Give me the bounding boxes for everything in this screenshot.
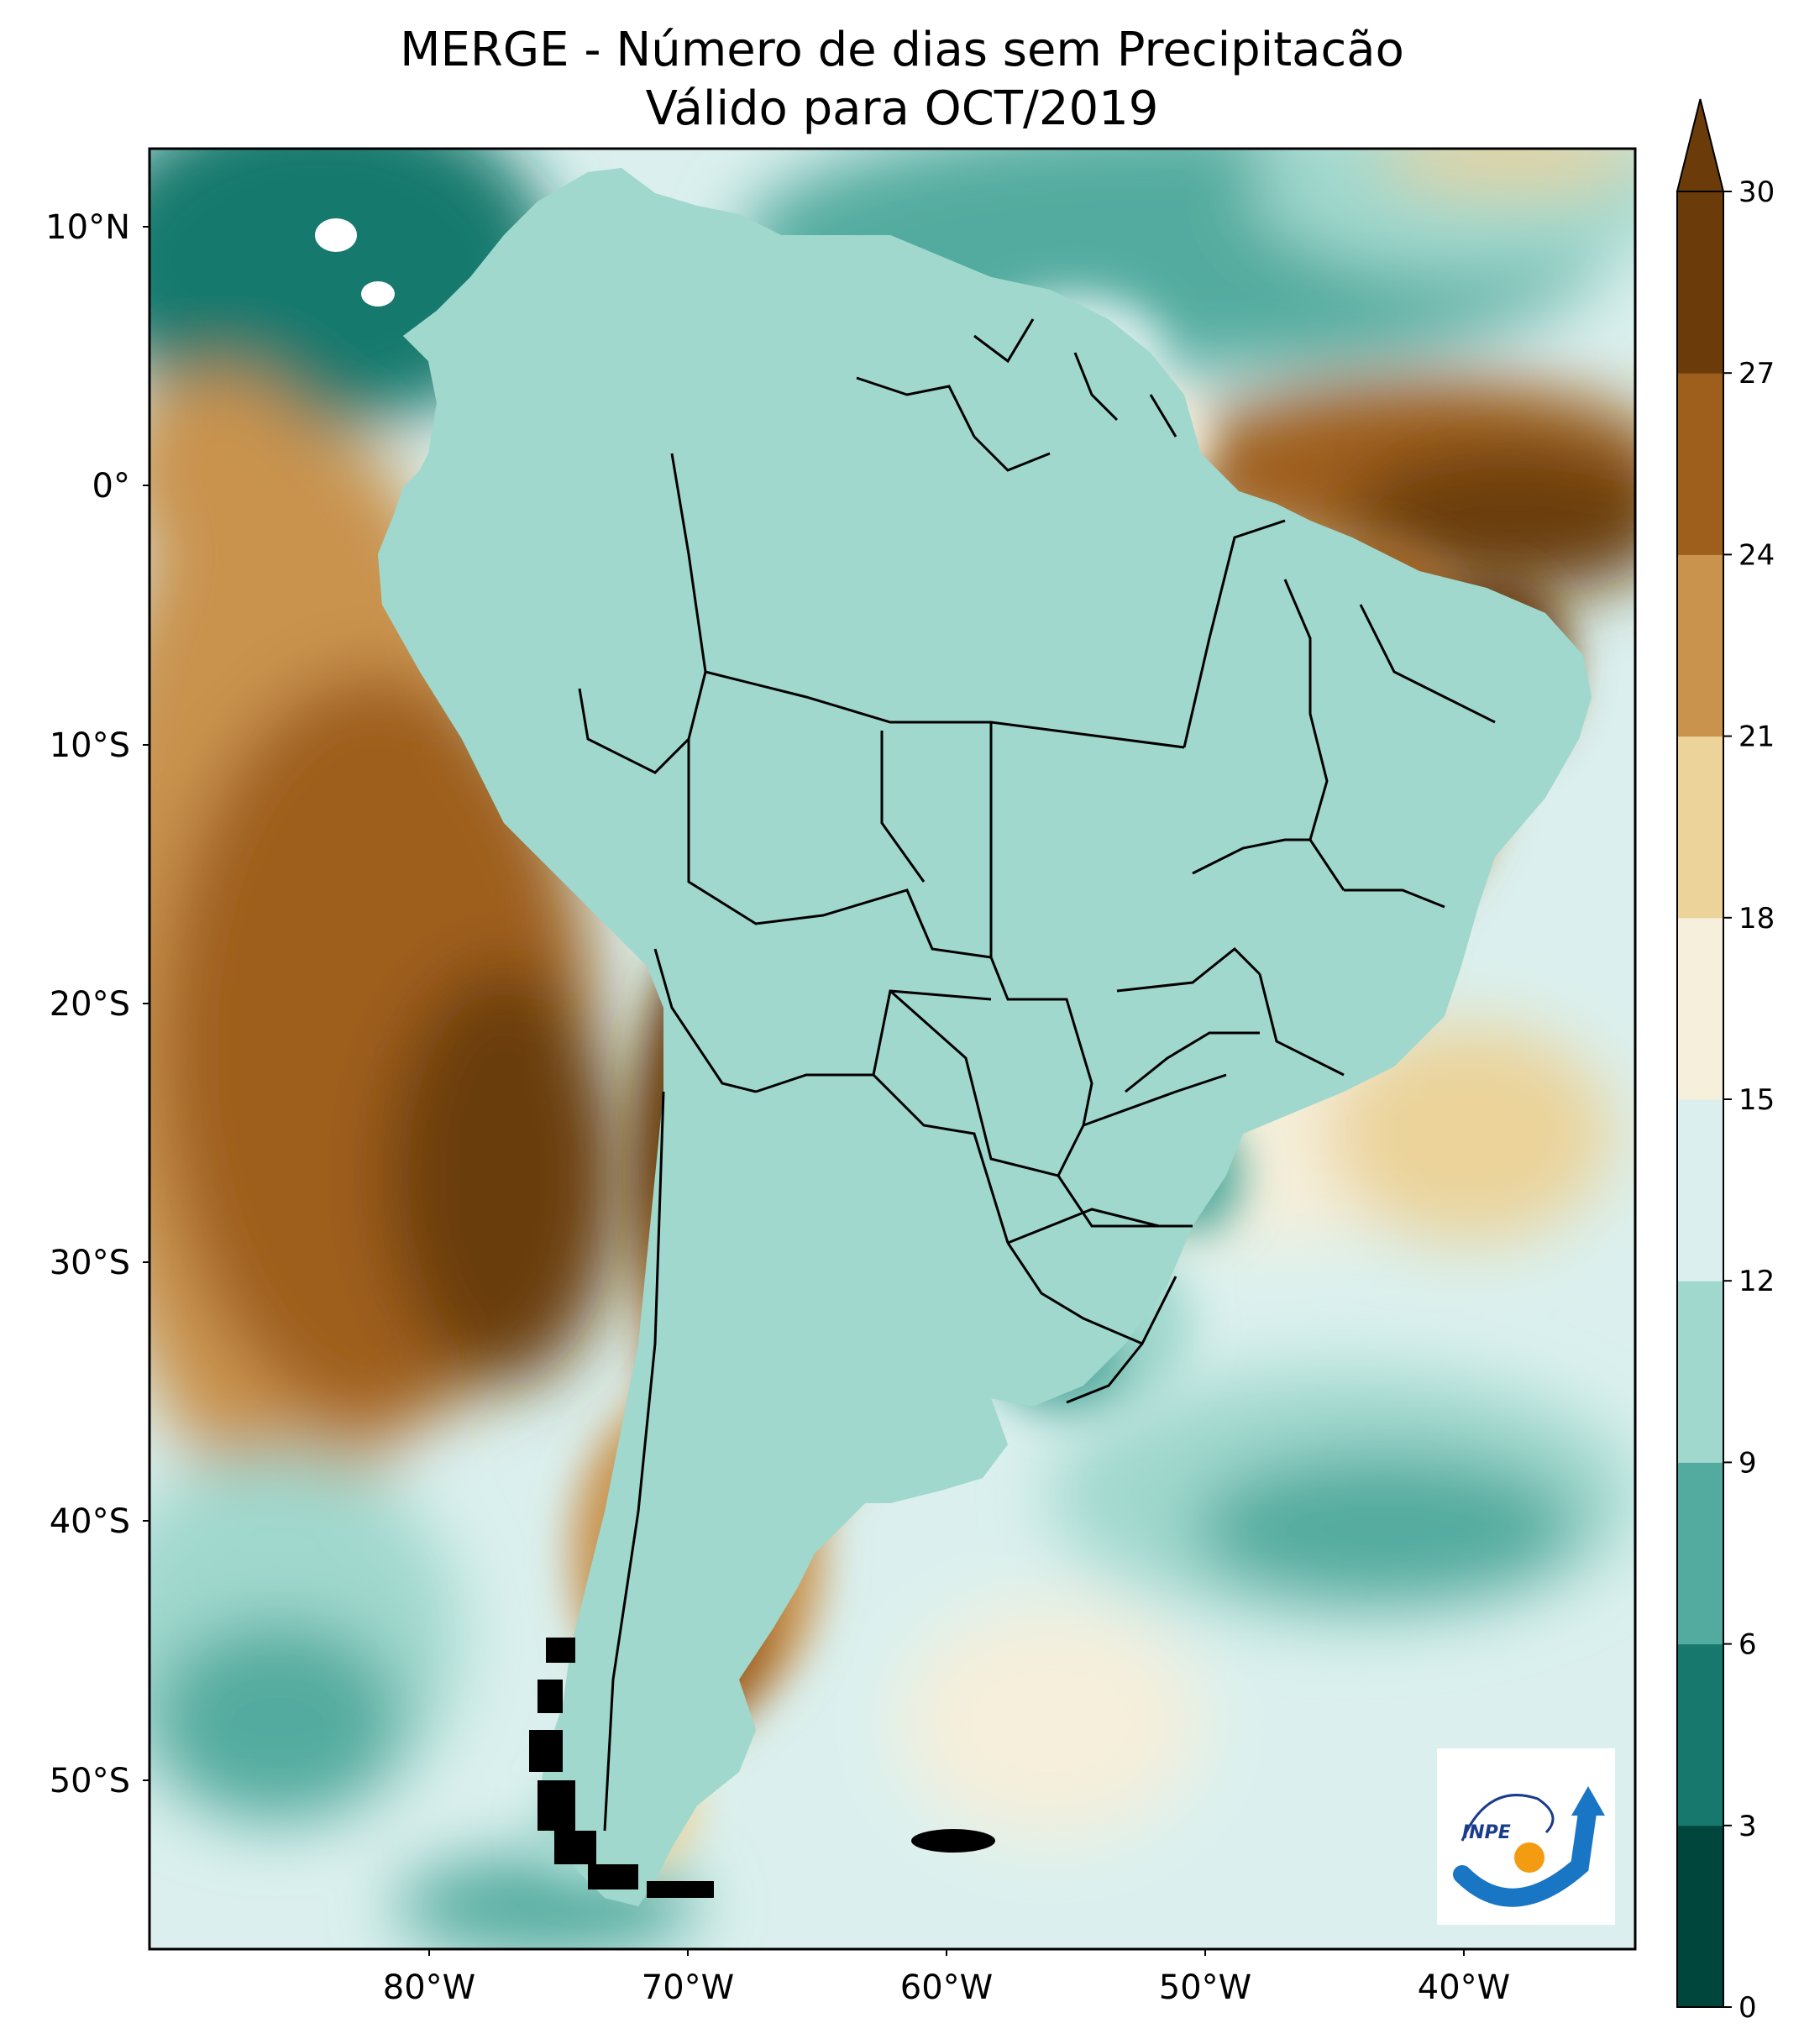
- lat-tick-label: 10°N: [45, 208, 130, 247]
- lon-tick-label: 70°W: [642, 1968, 734, 2007]
- colorbar-segment: [1677, 1099, 1723, 1281]
- inpe-logo: INPE: [1437, 1748, 1615, 1925]
- colorbar-tick-label: 15: [1738, 1083, 1775, 1117]
- colorbar-tick-label: 27: [1738, 357, 1775, 390]
- lat-axis: 10°N 0° 10°S 20°S 30°S 40°S 50°S: [45, 208, 149, 1800]
- lat-tick-label: 20°S: [50, 985, 130, 1024]
- lat-tick-label: 50°S: [50, 1762, 130, 1800]
- lat-tick-label: 40°S: [50, 1502, 130, 1541]
- pacific-darkest: [386, 966, 621, 1386]
- atlantic-south-teal: [1193, 1453, 1579, 1604]
- colorbar-segment: [1677, 736, 1723, 919]
- colorbar-extend-arrow: [1676, 98, 1725, 192]
- precip-field: [149, 149, 1635, 1949]
- colorbar-tick-label: 9: [1738, 1446, 1757, 1480]
- colorbar-tick-label: 18: [1738, 902, 1775, 936]
- lon-tick-label: 40°W: [1418, 1968, 1510, 2007]
- logo-text: INPE: [1462, 1822, 1511, 1843]
- colorbar-segment: [1677, 917, 1723, 1100]
- colorbar-tick-label: 21: [1738, 721, 1775, 754]
- map-subtitle: Válido para OCT/2019: [645, 81, 1159, 136]
- colorbar-segment: [1677, 1462, 1723, 1645]
- atlantic-ne-tan: [1377, 149, 1635, 189]
- lat-tick-label: 0°: [92, 467, 130, 506]
- lat-tick-label: 30°S: [50, 1244, 130, 1282]
- lon-axis: 80°W 70°W 60°W 50°W 40°W: [383, 1949, 1510, 2007]
- colorbar-segment: [1677, 1643, 1723, 1826]
- colorbar-segment: [1677, 191, 1723, 374]
- falklands: [911, 1829, 995, 1853]
- atlantic-tan: [1327, 1025, 1613, 1243]
- colorbar-segment: [1677, 554, 1723, 737]
- colorbar-tick-label: 6: [1738, 1628, 1757, 1662]
- colorbar-segment: [1677, 1825, 1723, 2008]
- colorbar-tick-label: 3: [1738, 1810, 1757, 1843]
- chile-fjords: [529, 1638, 714, 1898]
- lat-tick-label: 10°S: [50, 726, 130, 765]
- lon-tick-label: 60°W: [900, 1968, 993, 2007]
- country-borders: [376, 166, 1593, 1908]
- lon-tick-label: 80°W: [383, 1968, 475, 2007]
- map-frame: [148, 147, 1637, 1951]
- inpe-logo-icon: [1453, 1786, 1605, 1907]
- pacific-north-brown: [149, 369, 319, 571]
- colorbar: 0 3 6 9 12 15 18 21 24 27 30: [1676, 98, 1775, 2025]
- colorbar-tick-label: 30: [1738, 176, 1775, 209]
- map-title: MERGE - Número de dias sem Precipitacão: [400, 23, 1404, 77]
- pacific-south-teal: [151, 1621, 403, 1822]
- colorbar-tick-label: 12: [1738, 1265, 1775, 1298]
- colorbar-tick-label: 24: [1738, 538, 1775, 572]
- atlantic-cream-south: [899, 1604, 1201, 1839]
- lon-tick-label: 50°W: [1159, 1968, 1251, 2007]
- colorbar-tick-label: 0: [1738, 1991, 1757, 2025]
- colorbar-segment: [1677, 373, 1723, 555]
- colorbar-segment: [1677, 1281, 1723, 1463]
